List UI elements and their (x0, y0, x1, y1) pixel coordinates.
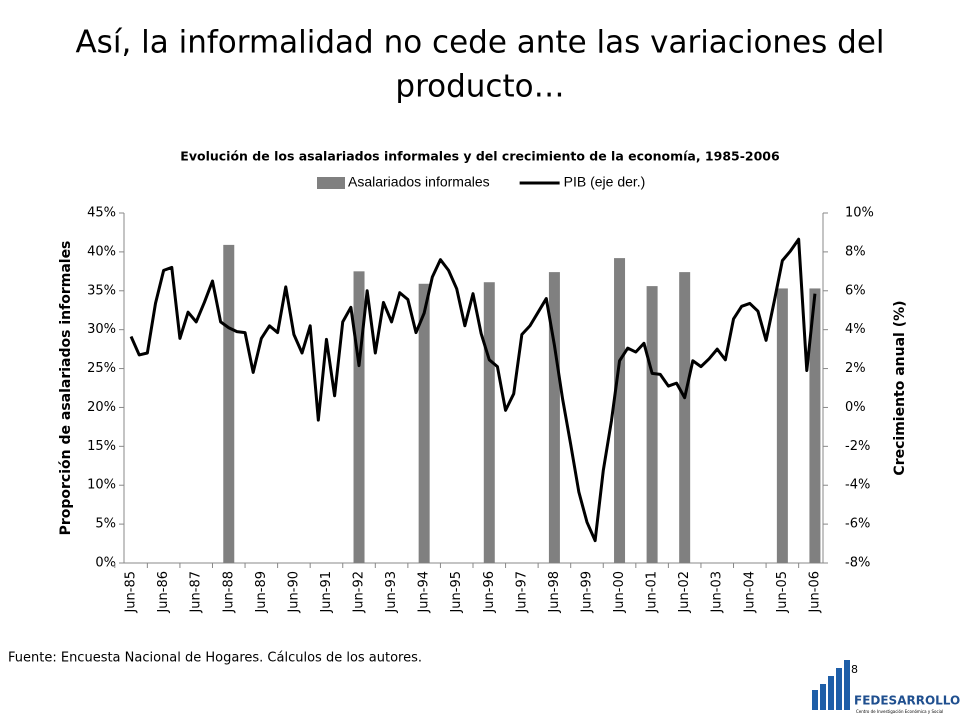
y2-tick-label: 6% (845, 283, 866, 298)
y2-tick-label: -8% (845, 556, 870, 571)
bar (353, 271, 365, 563)
x-tick-label: Jun-03 (710, 571, 725, 614)
legend-swatch (317, 177, 345, 189)
page-number: 8 (851, 663, 858, 676)
chart-title: Evolución de los asalariados informales … (180, 149, 780, 164)
slide-title: Así, la informalidad no cede ante las va… (75, 25, 884, 61)
bar (646, 286, 658, 563)
x-tick-label: Jun-89 (254, 571, 269, 614)
bar (809, 288, 821, 563)
y2-axis-title: Crecimiento anual (%) (892, 300, 908, 475)
x-tick-label: Jun-00 (612, 571, 627, 614)
bar (679, 272, 691, 563)
y-tick-label: 5% (95, 517, 116, 532)
x-tick-label: Jun-88 (221, 571, 236, 614)
bar (776, 288, 788, 563)
x-tick-label: Jun-87 (189, 571, 204, 614)
x-tick-label: Jun-96 (482, 571, 497, 614)
y-tick-label: 25% (87, 361, 116, 376)
x-tick-label: Jun-01 (645, 571, 660, 614)
legend-label: PIB (eje der.) (564, 174, 646, 190)
bar (548, 272, 560, 563)
y-tick-label: 30% (87, 322, 116, 337)
x-tick-label: Jun-92 (352, 571, 367, 614)
line (129, 237, 817, 543)
bar (614, 258, 626, 563)
y2-tick-label: 2% (845, 361, 866, 376)
x-tick-label: Jun-98 (547, 571, 562, 614)
x-tick-label: Jun-95 (449, 571, 464, 614)
x-tick-label: Jun-93 (384, 571, 399, 614)
x-tick-label: Jun-06 (807, 571, 822, 614)
y-tick-label: 10% (87, 478, 116, 493)
x-tick-label: Jun-85 (124, 571, 139, 614)
x-tick-label: Jun-99 (579, 571, 594, 614)
x-tick-label: Jun-05 (775, 571, 790, 614)
bar (418, 283, 430, 563)
x-tick-label: Jun-86 (156, 571, 171, 614)
y-tick-label: 40% (87, 244, 116, 259)
x-tick-label: Jun-02 (677, 571, 692, 614)
y2-tick-label: -2% (845, 439, 870, 454)
y2-tick-label: 10% (845, 206, 874, 221)
x-tick-label: Jun-91 (319, 571, 334, 614)
y2-tick-label: -6% (845, 517, 870, 532)
bar (483, 282, 495, 563)
footer: Fuente: Encuesta Nacional de Hogares. Cá… (8, 651, 422, 666)
x-tick-label: Jun-94 (417, 571, 432, 614)
x-tick-label: Jun-04 (742, 571, 757, 614)
y-tick-label: 35% (87, 283, 116, 298)
logo-name: FEDESARROLLO (854, 694, 960, 708)
slide-title: producto… (395, 69, 564, 105)
logo-icon (812, 660, 850, 710)
logo-tagline: Centro de Investigación Económica y Soci… (856, 709, 943, 714)
y-tick-label: 45% (87, 206, 116, 221)
bar (223, 244, 235, 563)
legend-label: Asalariados informales (348, 174, 490, 190)
y-axis-title: Proporción de asalariados informales (58, 241, 74, 536)
y2-tick-label: 4% (845, 322, 866, 337)
y-tick-label: 20% (87, 400, 116, 415)
y2-tick-label: 8% (845, 244, 866, 259)
x-tick-label: Jun-97 (514, 571, 529, 614)
y-tick-label: 15% (87, 439, 116, 454)
y2-tick-label: 0% (845, 400, 866, 415)
y-tick-label: 0% (95, 556, 116, 571)
x-tick-label: Jun-90 (286, 571, 301, 614)
y2-tick-label: -4% (845, 478, 870, 493)
